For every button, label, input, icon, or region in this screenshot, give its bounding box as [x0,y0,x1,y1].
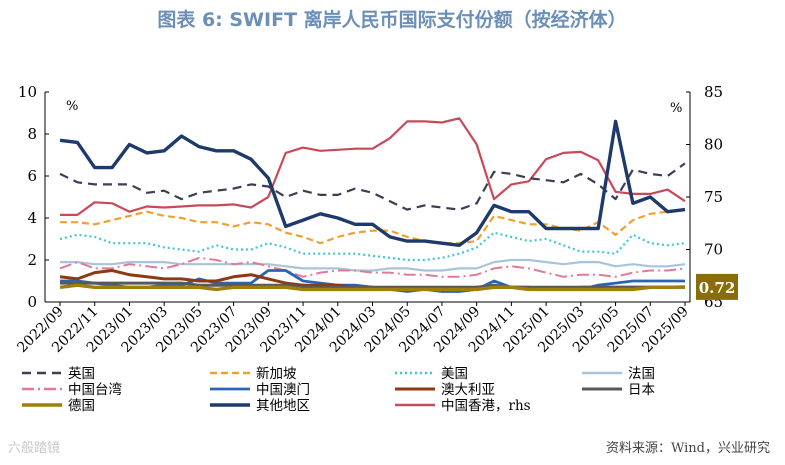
chart-title: 图表 6: SWIFT 离岸人民币国际支付份额（按经济体） [157,8,626,31]
legend-label-japan: 日本 [628,382,656,398]
y-tick-label-left: 4 [27,209,37,227]
legend-label-other: 其他地区 [256,398,310,414]
legend-label-taiwan: 中国台湾 [68,381,122,398]
end-value-box [696,273,738,300]
y-tick-label-left: 2 [27,251,37,269]
series-line-singapore [60,208,686,245]
y-tick-label-right: 70 [704,241,723,259]
series-line-japan [60,281,685,289]
legend-label-macau: 中国澳门 [256,382,310,398]
y-tick-label-left: 6 [27,167,37,185]
legend-label-singapore: 新加坡 [256,366,297,382]
y-tick-label-left: 10 [18,83,37,101]
left-unit: % [66,99,78,114]
series-line-uk [59,162,686,211]
end-value-label: 0.72 [699,279,736,297]
legend-label-us: 美国 [441,366,468,382]
y-tick-label-left: 8 [27,125,37,143]
watermark: 六般踏镜 [8,440,60,456]
series-line-hongkong [60,117,686,216]
series-line-other [59,119,686,248]
source-note: 资料来源：Wind，兴业研究 [606,441,770,456]
series-line-france [60,258,686,272]
y-tick-label-right: 80 [704,136,723,154]
legend-label-australia: 澳大利亚 [441,382,495,398]
legend-label-france: 法国 [628,366,655,382]
series-line-us [59,231,686,262]
legend-label-germany: 德国 [68,398,95,414]
legend-label-hongkong: 中国香港，rhs [441,398,531,414]
series-line-germany [59,283,686,292]
series-line-taiwan [59,256,686,278]
y-tick-label-right: 85 [704,83,723,101]
legend-label-uk: 英国 [68,365,95,382]
right-unit: % [670,101,682,116]
y-tick-label-left: 0 [27,293,37,311]
y-tick-label-right: 75 [704,188,723,206]
